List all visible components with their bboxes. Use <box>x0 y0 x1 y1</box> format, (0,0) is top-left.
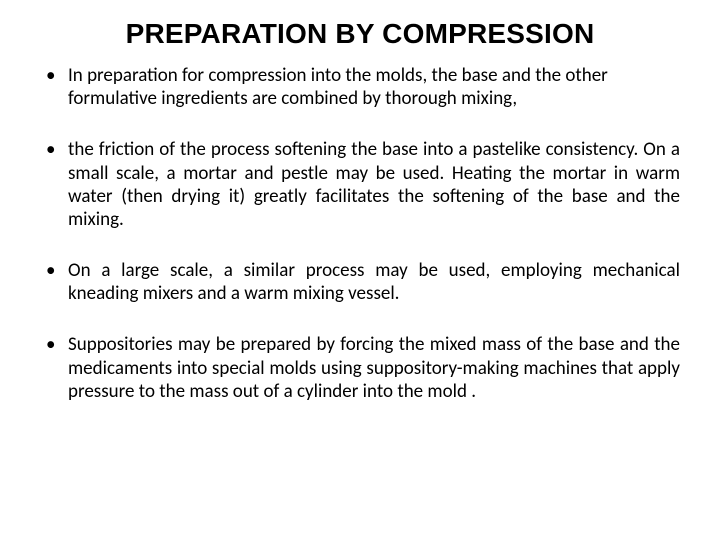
bullet-list: In preparation for compression into the … <box>40 64 680 403</box>
slide: PREPARATION BY COMPRESSION In preparatio… <box>0 0 720 540</box>
page-title: PREPARATION BY COMPRESSION <box>40 18 680 50</box>
list-item: Suppositories may be prepared by forcing… <box>40 333 680 403</box>
list-item: the friction of the process softening th… <box>40 138 680 231</box>
list-item: In preparation for compression into the … <box>40 64 680 110</box>
list-item: On a large scale, a similar process may … <box>40 259 680 305</box>
